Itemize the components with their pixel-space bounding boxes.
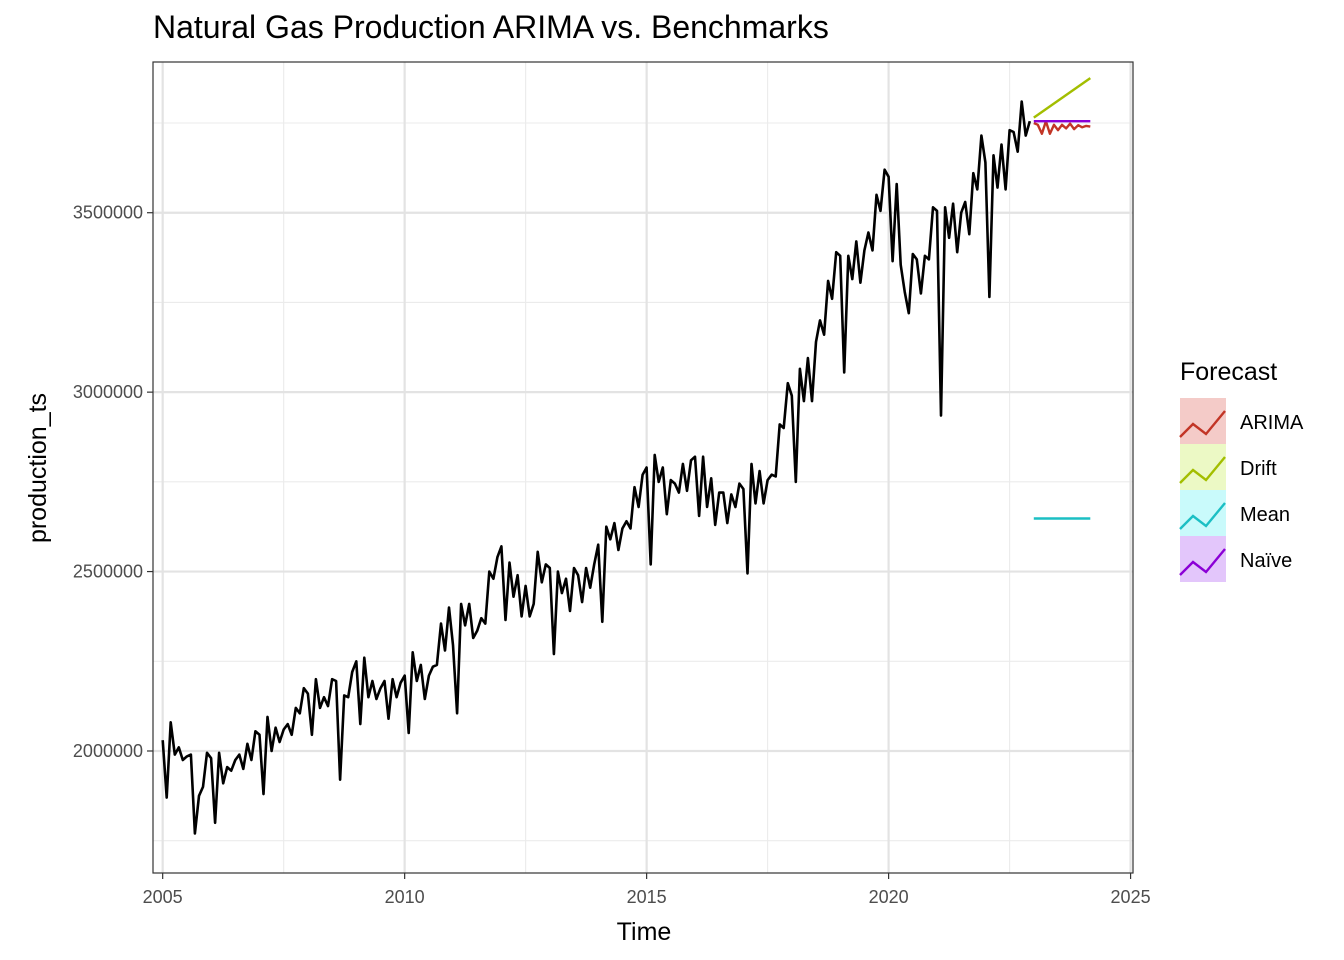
- x-tick-label: 2005: [143, 887, 183, 907]
- plot-border: [152, 61, 1134, 874]
- grid-major: [153, 62, 1133, 873]
- legend-key: [1180, 536, 1226, 582]
- x-tick-label: 2015: [627, 887, 667, 907]
- series-line-actual: [161, 100, 1032, 835]
- x-tick-label: 2010: [385, 887, 425, 907]
- grid-minor: [153, 62, 1133, 873]
- x-tick-label: 2025: [1111, 887, 1151, 907]
- legend-key: [1180, 398, 1226, 444]
- legend-key-line: [1179, 456, 1226, 484]
- x-axis-title: Time: [617, 918, 672, 946]
- legend-label: Mean: [1240, 504, 1290, 526]
- y-tick-label: 3500000: [73, 203, 143, 223]
- legend-item: Mean: [1179, 490, 1290, 536]
- x-tick-label: 2020: [869, 887, 909, 907]
- legend-key-line: [1179, 548, 1226, 576]
- y-tick-label: 2000000: [73, 741, 143, 761]
- legend-title: Forecast: [1180, 358, 1277, 386]
- legend-item: ARIMA: [1179, 398, 1304, 444]
- legend-key: [1180, 444, 1226, 490]
- y-axis-title: production_ts: [24, 393, 52, 543]
- legend-label: ARIMA: [1240, 412, 1304, 434]
- legend-key: [1180, 490, 1226, 536]
- legend-label: Drift: [1240, 458, 1277, 480]
- chart-title: Natural Gas Production ARIMA vs. Benchma…: [153, 9, 829, 45]
- legend-item: Naïve: [1179, 536, 1292, 582]
- plot-panel: [152, 61, 1134, 874]
- legend-label: Naïve: [1240, 550, 1292, 572]
- series-layer: [161, 77, 1091, 835]
- legend-key-line: [1179, 410, 1226, 438]
- series-line-drift: [1033, 77, 1091, 119]
- legend-key-line: [1179, 502, 1226, 530]
- y-tick-label: 2500000: [73, 562, 143, 582]
- legend: Forecast ARIMA Drift Mean Naïve: [1179, 358, 1304, 582]
- series-line-arima: [1033, 119, 1091, 136]
- y-tick-label: 3000000: [73, 382, 143, 402]
- x-axis: 2005 2010 2015 2020 2025: [143, 873, 1151, 907]
- legend-item: Drift: [1179, 444, 1277, 490]
- plot-background: [153, 62, 1133, 873]
- y-axis: 2000000 2500000 3000000 3500000: [73, 203, 153, 761]
